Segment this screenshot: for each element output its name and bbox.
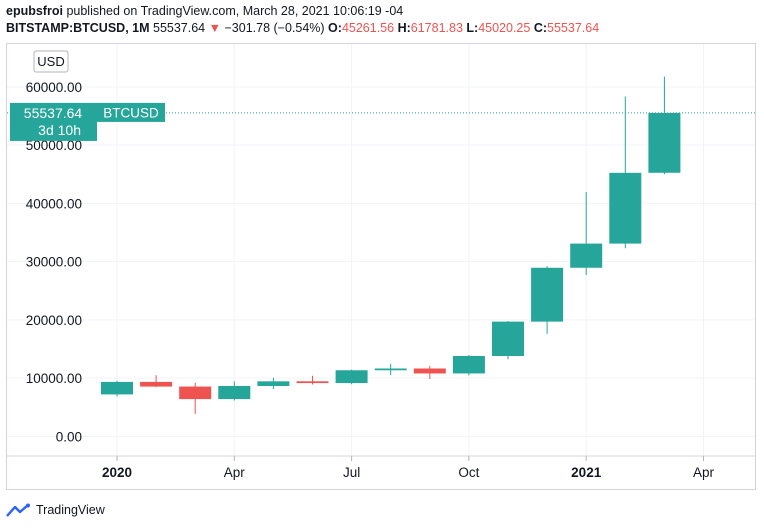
currency-label: USD xyxy=(37,54,64,69)
candle-body xyxy=(570,243,603,268)
time-tick-label: 2021 xyxy=(571,465,602,480)
chart-frame[interactable]: 0.00 10000.00 20000.00 30000.00 40000.00 5000… xyxy=(6,43,756,490)
open-value: 45261.56 xyxy=(341,21,395,35)
currency-badge-box xyxy=(33,50,69,73)
down-arrow-icon: ▼ xyxy=(208,21,221,35)
price-tick-label: 0.00 xyxy=(56,429,82,444)
symbol-label[interactable]: BITSTAMP:BTCUSD, 1M xyxy=(6,21,150,35)
high-value: 61781.83 xyxy=(410,21,463,35)
candle-body xyxy=(140,381,173,387)
candle-body xyxy=(101,381,133,395)
price-tick-label: 30000.00 xyxy=(26,255,82,270)
price-tick-label: 60000.00 xyxy=(26,80,82,95)
candle-body xyxy=(413,368,446,374)
candle-body xyxy=(374,368,407,371)
publish-info: epubsfroi published on TradingView.com, … xyxy=(6,3,756,20)
low-label: L: xyxy=(466,21,479,35)
candle-body xyxy=(179,386,212,400)
time-tick-label: Apr xyxy=(224,465,246,480)
price-axis[interactable]: 0.00 10000.00 20000.00 30000.00 40000.00 5000… xyxy=(26,80,82,444)
price-change: −301.78 (−0.54%) xyxy=(224,21,325,35)
candles xyxy=(101,76,681,414)
candle-body xyxy=(648,112,681,173)
ohlc-legend: BITSTAMP:BTCUSD, 1M 55537.64 ▼ −301.78 (… xyxy=(6,20,756,37)
candle-body xyxy=(218,385,251,400)
tradingview-brand[interactable]: TradingView xyxy=(36,503,105,517)
tradingview-logo-icon xyxy=(6,503,30,517)
candle-body xyxy=(609,172,642,244)
candle-body xyxy=(335,370,368,384)
candlestick-chart[interactable]: 0.00 10000.00 20000.00 30000.00 40000.00 5000… xyxy=(7,44,755,489)
candle-body xyxy=(296,381,329,384)
time-tick-label: Oct xyxy=(458,465,479,480)
currency-badge[interactable]: USD xyxy=(33,50,69,73)
price-tick-label: 40000.00 xyxy=(26,196,82,211)
price-tag-countdown: 3d 10h xyxy=(38,122,81,138)
close-label: C: xyxy=(533,21,548,35)
footer[interactable]: TradingView xyxy=(6,500,105,520)
published-text: published on TradingView.com, March 28, … xyxy=(66,4,404,18)
author-name[interactable]: epubsfroi xyxy=(6,4,63,18)
candle-body xyxy=(257,381,290,386)
close-value: 55537.64 xyxy=(547,21,600,35)
time-tick-label: Jul xyxy=(343,465,360,480)
last-price: 55537.64 xyxy=(153,21,206,35)
symbol-tag-label: BTCUSD xyxy=(103,105,159,120)
time-axis[interactable]: 2020 Apr Jul Oct 2021 Apr xyxy=(102,456,715,480)
price-tag-value: 55537.64 xyxy=(24,105,83,121)
time-tick-label: Apr xyxy=(693,465,715,480)
price-tick-label: 20000.00 xyxy=(26,313,82,328)
candle-body xyxy=(492,321,524,356)
price-tag: 55537.64 3d 10h BTCUSD xyxy=(10,102,165,141)
chart-header: epubsfroi published on TradingView.com, … xyxy=(6,3,756,37)
candle-body xyxy=(452,355,485,374)
open-label: O: xyxy=(328,21,342,35)
low-value: 45020.25 xyxy=(478,21,531,35)
high-label: H: xyxy=(397,21,411,35)
price-tick-label: 50000.00 xyxy=(26,138,82,153)
candle-body xyxy=(531,267,564,322)
price-tick-label: 10000.00 xyxy=(26,371,82,386)
symbol-tag-box xyxy=(97,102,165,122)
price-tag-box xyxy=(10,102,97,141)
time-tick-label: 2020 xyxy=(102,465,132,480)
